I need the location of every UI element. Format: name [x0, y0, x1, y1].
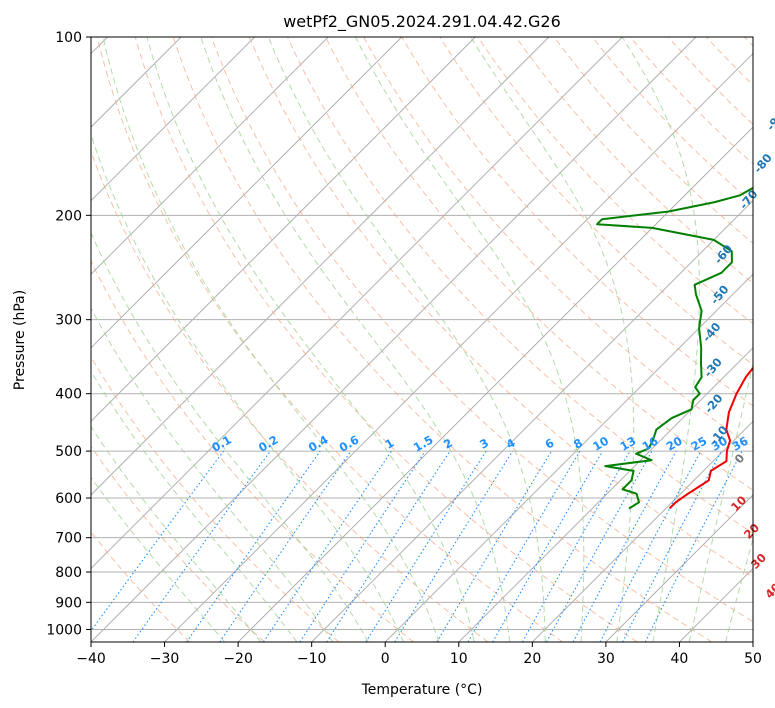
- dry-adiabat-line: [210, 37, 753, 623]
- dry-adiabat-line: [325, 37, 753, 491]
- isotherm-line: [531, 420, 753, 642]
- moist-adiabat-line: [725, 536, 753, 642]
- moist-adiabat-line: [91, 476, 225, 642]
- moist-adiabat-line: [91, 307, 334, 642]
- moist-adiabat-line: [91, 425, 262, 642]
- mixing-ratio-line: [132, 450, 271, 642]
- x-tick-label: 50: [744, 651, 762, 667]
- x-tick-label: −40: [76, 651, 106, 667]
- mixing-ratio-line: [572, 450, 677, 642]
- isotherm-line: [458, 347, 753, 642]
- mixing-ratio-line: [522, 450, 631, 642]
- moist-adiabat-line: [200, 37, 511, 642]
- x-tick-label: 20: [523, 651, 541, 667]
- x-tick-label: 40: [671, 651, 689, 667]
- moist-adiabat-label: -90: [763, 109, 775, 134]
- x-tick-label: 30: [597, 651, 615, 667]
- mixing-ratio-line: [219, 450, 352, 642]
- dry-adiabat-line: [91, 259, 414, 642]
- mixing-ratio-line: [644, 450, 743, 642]
- y-tick-label: 700: [55, 531, 82, 547]
- moist-adiabat-line: [267, 37, 546, 642]
- moist-adiabat-label: -100: [771, 66, 775, 97]
- dry-adiabat-line: [515, 37, 753, 284]
- moist-adiabat-line: [688, 360, 753, 642]
- y-tick-label: 1000: [46, 622, 82, 638]
- isotherm-line: [237, 126, 753, 642]
- plot-background: [91, 37, 753, 642]
- dry-adiabat-line: [91, 356, 340, 642]
- moist-adiabat-line: [91, 231, 369, 642]
- isotherm-line: [91, 37, 550, 496]
- x-axis-title: Temperature (°C): [361, 682, 483, 698]
- y-tick-label: 400: [55, 387, 82, 403]
- mixing-ratio-label: 36: [730, 434, 751, 454]
- y-tick-label: 500: [55, 444, 82, 460]
- y-tick-label: 600: [55, 491, 82, 507]
- dry-adiabat-line: [91, 445, 265, 642]
- chart-title: wetPf2_GN05.2024.291.04.42.G26: [283, 12, 561, 32]
- mixing-ratio-label: 13: [618, 434, 639, 454]
- mixing-ratio-label: 25: [688, 434, 709, 454]
- mixing-ratio-label: 20: [664, 434, 685, 454]
- dry-adiabat-line: [172, 37, 713, 642]
- moist-adiabat-line: [621, 37, 700, 642]
- moist-adiabat-line: [91, 370, 298, 642]
- y-axis-title: Pressure (hPa): [12, 290, 28, 390]
- isotherm-line: [91, 37, 697, 642]
- moist-adiabat-line: [355, 37, 585, 642]
- x-tick-label: −10: [297, 651, 327, 667]
- isotherm-line: [164, 52, 753, 642]
- isotherm-line: [91, 37, 256, 202]
- isotherm-line: [91, 37, 623, 570]
- x-tick-label: 0: [381, 651, 390, 667]
- isotherm-line: [384, 273, 753, 642]
- mixing-ratio-label: 10: [590, 434, 611, 454]
- x-tick-label: −20: [223, 651, 253, 667]
- dry-adiabat-line: [248, 37, 753, 578]
- isotherm-line: [605, 494, 753, 642]
- dry-adiabat-line: [134, 37, 638, 642]
- moist-adiabat-line: [102, 37, 440, 642]
- y-tick-label: 100: [55, 30, 82, 46]
- mixing-ratio-line: [326, 450, 451, 642]
- isotherm-line: [91, 37, 403, 349]
- mixing-ratio-line: [546, 450, 653, 642]
- dry-adiabat-line: [96, 37, 563, 642]
- moist-adiabat-line: [146, 37, 475, 642]
- moist-adiabat-line: [91, 133, 405, 642]
- isotherm-line: [91, 37, 329, 275]
- mixing-ratio-line: [186, 450, 321, 642]
- mixing-ratio-line: [394, 450, 514, 642]
- plot-frame: [90, 36, 754, 643]
- y-tick-label: 800: [55, 565, 82, 581]
- x-tick-label: 10: [450, 651, 468, 667]
- mixing-ratio-label: 16: [640, 434, 661, 454]
- dry-adiabat-label: 40: [762, 580, 775, 601]
- y-tick-label: 900: [55, 595, 82, 611]
- dry-adiabat-line: [287, 37, 753, 534]
- isotherm-line: [91, 37, 476, 423]
- y-tick-label: 200: [55, 208, 82, 224]
- axes: −40 −30 −20 −10 0 10 20 30 40 50 100 200 300 400 500 60…: [46, 30, 762, 667]
- reference-lines: [91, 37, 753, 642]
- x-tick-label: −30: [150, 651, 180, 667]
- mixing-ratio-label: 30: [709, 434, 730, 454]
- moist-adiabat-label: -80: [751, 151, 775, 176]
- mixing-ratio-line: [263, 450, 392, 642]
- mixing-ratio-line: [299, 450, 426, 642]
- y-tick-label: 300: [55, 313, 82, 329]
- mixing-ratio-line: [91, 450, 224, 632]
- dewpoint-profile-line: [596, 186, 753, 510]
